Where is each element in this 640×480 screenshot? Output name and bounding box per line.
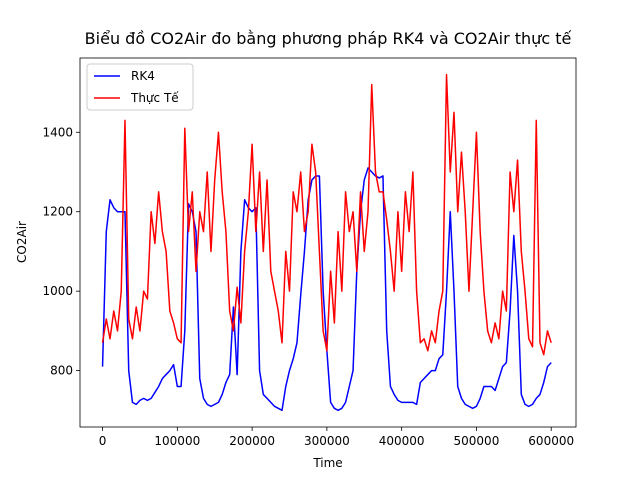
legend-label: RK4	[131, 69, 155, 83]
x-axis-label: Time	[312, 456, 342, 470]
axes-frame	[79, 57, 577, 428]
x-tick-label: 100000	[154, 434, 200, 448]
legend-label: Thực Tế	[130, 91, 179, 105]
y-axis-label: CO2Air	[15, 221, 29, 263]
x-tick-label: 600000	[528, 434, 574, 448]
y-tick-label: 1400	[42, 125, 73, 139]
y-tick-label: 1200	[42, 205, 73, 219]
y-tick-label: 800	[50, 364, 73, 378]
plot-area	[101, 73, 552, 412]
x-tick-label: 200000	[229, 434, 275, 448]
chart-title: Biểu đồ CO2Air đo bằng phương pháp RK4 v…	[85, 29, 572, 48]
x-tick-label: 400000	[379, 434, 425, 448]
data-line	[101, 73, 552, 356]
x-tick-label: 500000	[454, 434, 500, 448]
x-tick-label: 300000	[304, 434, 350, 448]
x-tick-label: 0	[99, 434, 107, 448]
legend: RK4 Thực Tế	[86, 63, 194, 111]
y-tick-label: 1000	[42, 284, 73, 298]
